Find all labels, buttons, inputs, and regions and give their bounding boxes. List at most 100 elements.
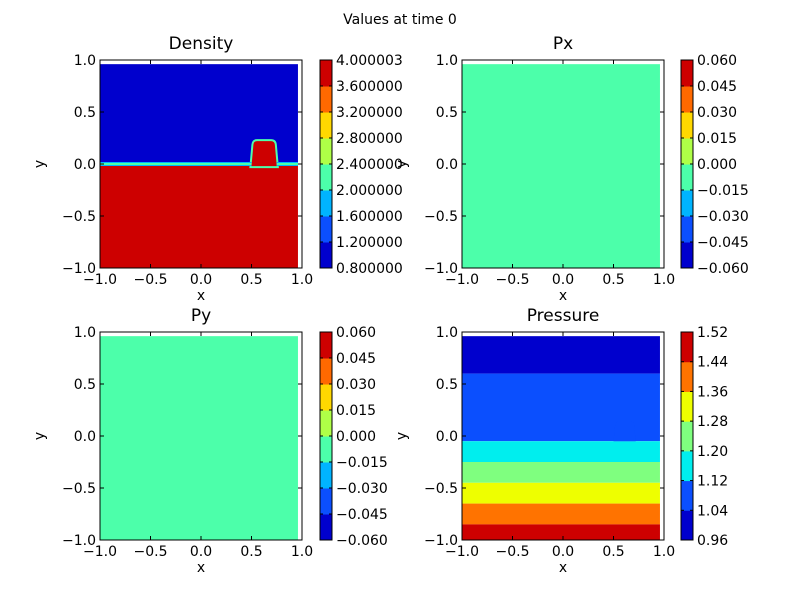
colorbar-segment: [320, 60, 332, 87]
colorbar-tick-label: −0.030: [697, 209, 749, 225]
y-tick-label: 1.0: [74, 325, 96, 341]
colorbar-tick-label: −0.060: [697, 261, 749, 277]
y-tick-label: 0.0: [436, 157, 458, 173]
colorbar-segment: [681, 480, 693, 511]
region-level-7: [100, 164, 298, 268]
region-level-3: [462, 462, 660, 483]
colorbar-tick-label: −0.015: [697, 183, 749, 199]
colorbar-tick-label: 0.045: [697, 79, 737, 95]
x-tick-label: 0.0: [552, 544, 574, 560]
region-level-6: [462, 524, 660, 540]
x-tick-label: −1.0: [83, 272, 117, 288]
colorbar-segment: [320, 242, 332, 269]
x-tick-label: −1.0: [445, 272, 479, 288]
colorbar-tick-label: 0.015: [336, 403, 376, 419]
colorbar-segment: [681, 332, 693, 363]
colorbar-tick-label: 1.28: [697, 414, 728, 430]
colorbar-tick-label: 3.600000: [336, 79, 403, 95]
region-bump: [613, 421, 636, 442]
colorbar: −0.060 −0.045 −0.030 −0.015 0.000 0.015 0.030 0…: [680, 53, 749, 277]
y-tick-label: −0.5: [424, 209, 458, 225]
colorbar-tick-label: −0.045: [697, 235, 749, 251]
colorbar-tick-label: −0.030: [336, 481, 388, 497]
colorbar-tick-label: 0.000: [336, 429, 376, 445]
colorbar-tick-label: 0.045: [336, 351, 376, 367]
x-tick-label: −1.0: [445, 544, 479, 560]
y-tick-label: 1.0: [74, 53, 96, 69]
x-tick-label: 0.5: [602, 544, 624, 560]
y-tick-label: −1.0: [424, 533, 458, 549]
colorbar-segment: [320, 514, 332, 541]
y-tick-label: 0.5: [436, 377, 458, 393]
x-tick-label: 0.0: [552, 272, 574, 288]
colorbar: 0.96 1.04 1.12 1.20 1.28 1.36 1.44 1.52: [680, 325, 728, 549]
colorbar-segment: [320, 112, 332, 139]
subplot-py: −1.0−1.0 −0.5 −0.5 0.0 0.0 0.5 0.5 1.0 1.0 Py x y −0…: [32, 306, 388, 576]
subplot-density: −1.0−1.0 −0.5 −0.5 0.0 0.0 0.5 0.5 1.0 1.0 Densit…: [32, 34, 403, 304]
y-tick-label: 1.0: [436, 53, 458, 69]
colorbar-tick-label: 2.400000: [336, 157, 403, 173]
x-tick-label: 1.0: [653, 272, 675, 288]
colorbar-segment: [681, 242, 693, 269]
subplot-title: Density: [169, 34, 234, 54]
colorbar-tick-label: −0.015: [336, 455, 388, 471]
y-tick-label: −1.0: [62, 533, 96, 549]
colorbar-tick-label: 1.600000: [336, 209, 403, 225]
x-tick-label: 0.0: [190, 272, 212, 288]
y-tick-label: −0.5: [62, 209, 96, 225]
region-level-5: [462, 503, 660, 525]
colorbar-segment: [681, 164, 693, 191]
x-tick-label: 0.5: [240, 544, 262, 560]
colorbar-segment: [320, 358, 332, 385]
x-tick-label: 0.5: [240, 272, 262, 288]
colorbar-segment: [681, 112, 693, 139]
colorbar-segment: [320, 138, 332, 165]
y-tick-label: 0.5: [436, 105, 458, 121]
colorbar: −0.060 −0.045 −0.030 −0.015 0.000 0.015 0.030 0…: [319, 325, 388, 549]
colorbar-segment: [320, 86, 332, 113]
colorbar-segment: [320, 190, 332, 217]
colorbar-tick-label: 1.36: [697, 384, 728, 400]
x-axis-label: x: [559, 560, 567, 576]
y-tick-label: −0.5: [62, 481, 96, 497]
x-tick-label: −0.5: [496, 544, 530, 560]
colorbar: 0.800000 1.200000 1.600000 2.000000 2.400000…: [319, 53, 403, 277]
region-level-3: [462, 64, 660, 268]
colorbar-segment: [681, 86, 693, 113]
x-tick-label: 1.0: [291, 272, 313, 288]
colorbar-tick-label: 0.96: [697, 533, 728, 549]
y-axis-label: y: [32, 432, 48, 440]
colorbar-segment: [320, 410, 332, 437]
x-tick-label: 1.0: [291, 544, 313, 560]
region-level-0: [462, 336, 660, 374]
y-tick-label: −1.0: [424, 261, 458, 277]
y-tick-label: 0.0: [74, 157, 96, 173]
colorbar-segment: [320, 436, 332, 463]
colorbar-segment: [320, 384, 332, 411]
colorbar-segment: [320, 462, 332, 489]
colorbar-tick-label: 1.52: [697, 325, 728, 341]
subplot-px: −1.0−1.0 −0.5 −0.5 0.0 0.0 0.5 0.5 1.0 1.0 Px x y −0…: [394, 34, 749, 304]
colorbar-tick-label: 1.200000: [336, 235, 403, 251]
y-axis-label: y: [394, 160, 410, 168]
x-axis-label: x: [197, 288, 205, 304]
colorbar-tick-label: 0.800000: [336, 261, 403, 277]
colorbar-tick-label: 1.12: [697, 474, 728, 490]
y-axis-label: y: [32, 160, 48, 168]
colorbar-tick-label: 2.000000: [336, 183, 403, 199]
colorbar-tick-label: −0.060: [336, 533, 388, 549]
colorbar-tick-label: 1.44: [697, 355, 728, 371]
colorbar-tick-label: 1.04: [697, 503, 728, 519]
subplot-title: Pressure: [527, 306, 600, 326]
x-tick-label: −0.5: [496, 272, 530, 288]
region-level-2: [462, 441, 660, 462]
colorbar-tick-label: −0.045: [336, 507, 388, 523]
colorbar-tick-label: 0.000: [697, 157, 737, 173]
y-tick-label: 0.0: [436, 429, 458, 445]
y-tick-label: −1.0: [62, 261, 96, 277]
colorbar-tick-label: 2.800000: [336, 131, 403, 147]
y-tick-label: −0.5: [424, 481, 458, 497]
colorbar-segment: [681, 391, 693, 422]
subplot-pressure: −1.0−1.0 −0.5 −0.5 0.0 0.0 0.5 0.5 1.0 1.0 Pressu…: [394, 306, 728, 576]
